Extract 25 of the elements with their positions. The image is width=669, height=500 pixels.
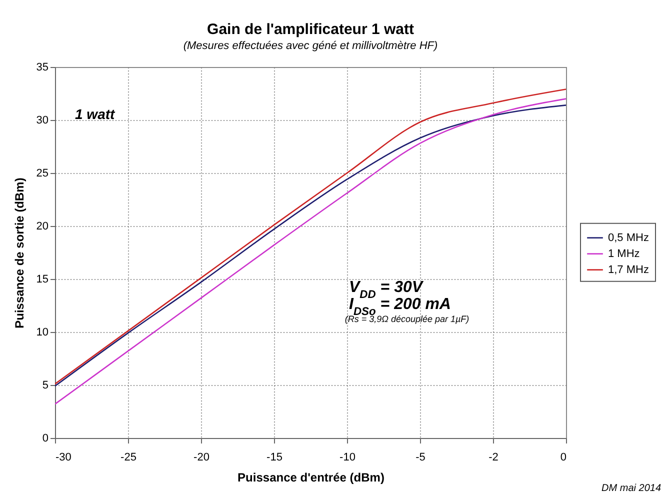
x-tick-label: 0 bbox=[560, 452, 566, 464]
legend-label: 0,5 MHz bbox=[608, 232, 649, 244]
y-axis-title: Puissance de sortie (dBm) bbox=[12, 178, 26, 328]
y-tick-label: 5 bbox=[42, 380, 48, 392]
y-tick-label: 0 bbox=[42, 432, 48, 444]
y-tick-label: 10 bbox=[36, 326, 48, 338]
y-tick-label: 20 bbox=[36, 220, 48, 232]
annotation: 1 watt bbox=[75, 106, 116, 122]
x-tick-label: -25 bbox=[120, 452, 136, 464]
legend-label: 1,7 MHz bbox=[608, 264, 649, 276]
x-axis-title: Puissance d'entrée (dBm) bbox=[238, 470, 384, 484]
x-tick-label: -2 bbox=[488, 452, 498, 464]
x-tick-label: -15 bbox=[266, 452, 282, 464]
legend-label: 1 MHz bbox=[608, 248, 640, 260]
text: DM mai 2014 bbox=[602, 483, 662, 494]
x-tick-label: -30 bbox=[56, 452, 72, 464]
y-tick-label: 25 bbox=[36, 168, 48, 180]
x-tick-label: -5 bbox=[416, 452, 426, 464]
y-tick-label: 15 bbox=[36, 274, 48, 286]
y-tick-label: 35 bbox=[36, 62, 48, 74]
chart-subtitle: (Mesures effectuées avec géné et millivoltmètre HF) bbox=[183, 40, 438, 52]
x-tick-label: -10 bbox=[340, 452, 356, 464]
y-tick-label: 30 bbox=[36, 114, 48, 126]
x-tick-label: -20 bbox=[194, 452, 210, 464]
chart-title: Gain de l'amplificateur 1 watt bbox=[207, 21, 414, 38]
